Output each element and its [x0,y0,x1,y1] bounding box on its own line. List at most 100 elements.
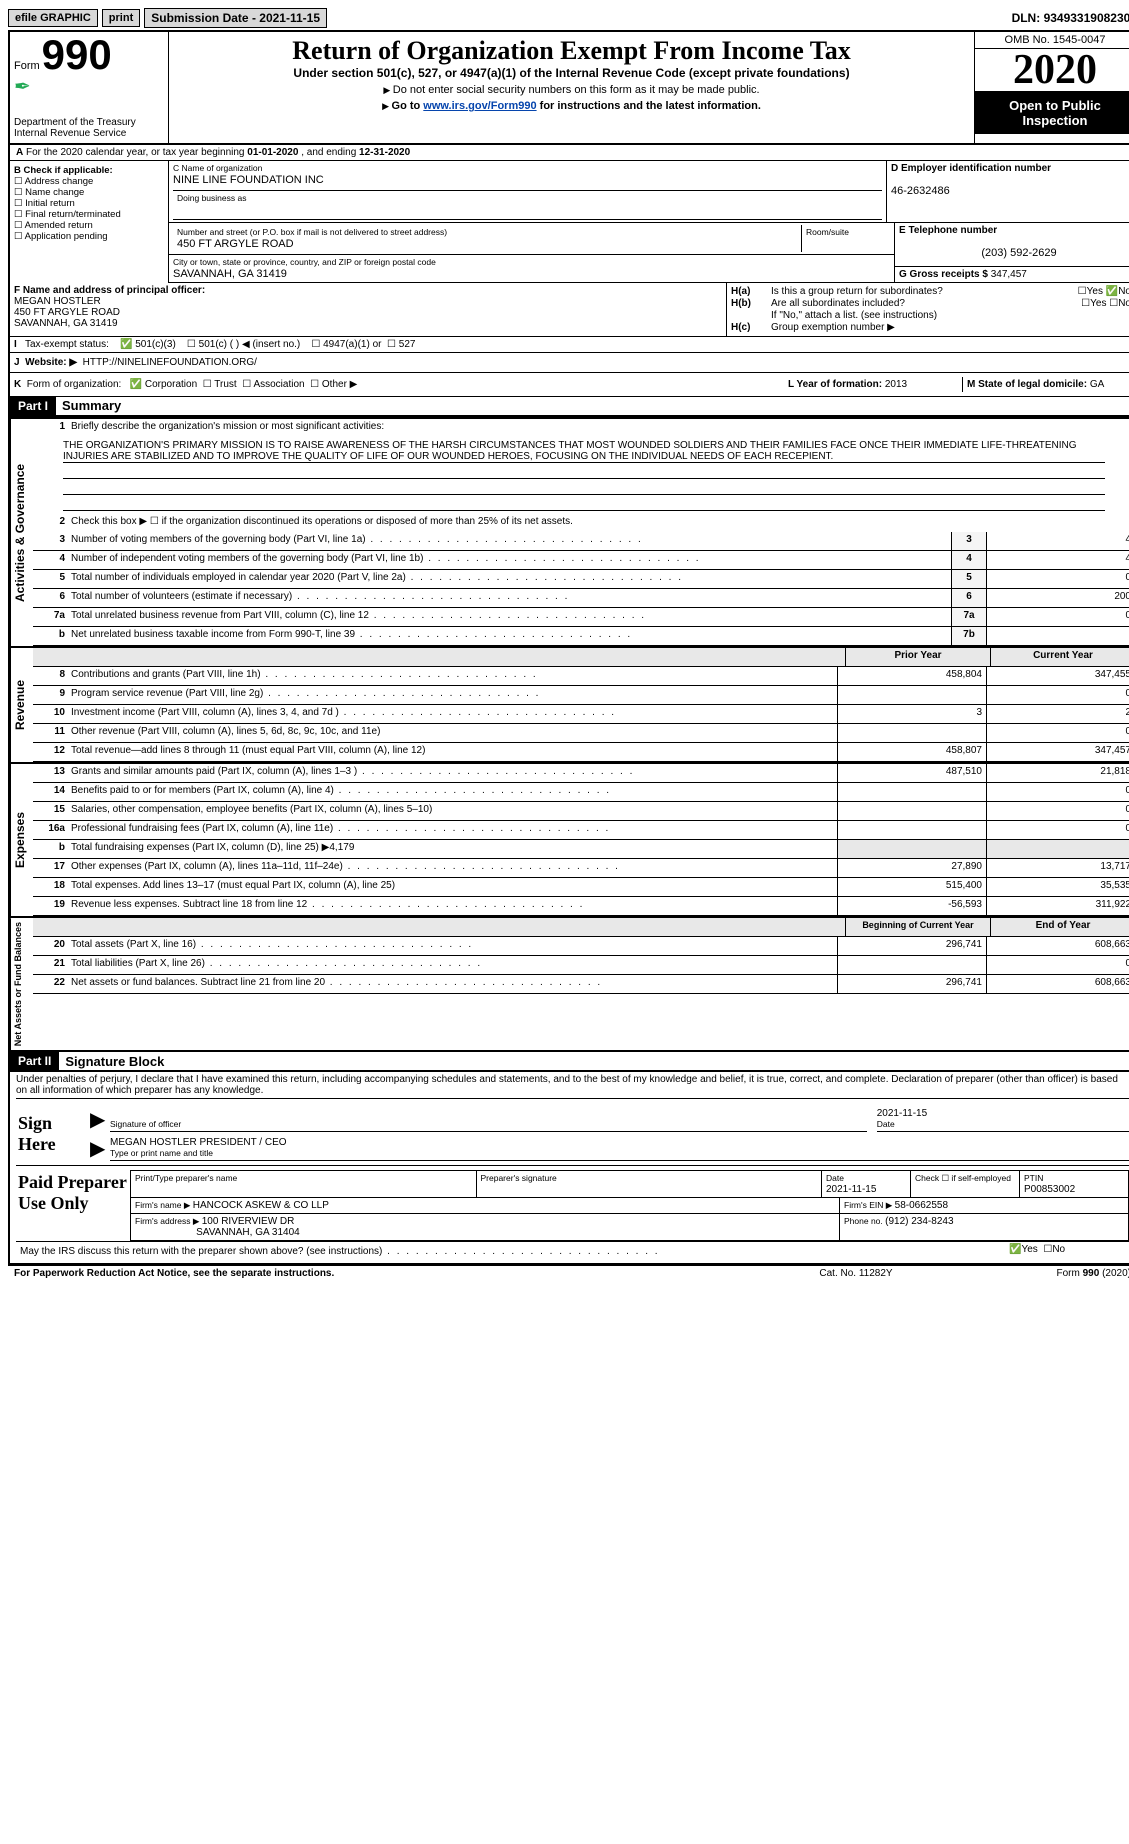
open-to-public: Open to Public Inspection [975,92,1129,134]
goto-prefix: Go to [392,100,424,112]
instruction-1: Do not enter social security numbers on … [173,84,970,96]
row-klm: K Form of organization: ✅ Corporation ☐ … [10,373,1129,397]
line-21-text: Total liabilities (Part X, line 26) [67,956,837,974]
hb-no[interactable]: No [1118,298,1129,309]
line-9-prior [837,686,986,704]
line-9-text: Program service revenue (Part VIII, line… [67,686,837,704]
line-19-text: Revenue less expenses. Subtract line 18 … [67,897,837,915]
hc-text: Group exemption number ▶ [771,322,1129,333]
ha-no[interactable]: No [1118,286,1129,297]
line-6-val: 200 [986,589,1129,607]
side-net-assets: Net Assets or Fund Balances [10,918,33,1050]
mission-text: THE ORGANIZATION'S PRIMARY MISSION IS TO… [33,437,1129,514]
period-begin: 01-01-2020 [247,147,298,158]
may-irs-yes[interactable]: Yes [1021,1244,1037,1255]
opt-other[interactable]: Other ▶ [322,379,357,390]
hdr-current-year: Current Year [990,648,1129,666]
line-9-curr: 0 [986,686,1129,704]
chk-application-pending[interactable]: Application pending [14,231,108,242]
section-revenue: Revenue Prior YearCurrent Year 8Contribu… [10,646,1129,762]
efile-graphic-button[interactable]: efile GRAPHIC [8,9,98,27]
line-22-prior: 296,741 [837,975,986,993]
sig-date: 2021-11-15 [877,1108,927,1119]
hb-yes[interactable]: Yes [1090,298,1106,309]
form-subtitle: Under section 501(c), 527, or 4947(a)(1)… [173,66,970,80]
sig-officer-label: Signature of officer [110,1119,181,1129]
sign-here-label: Sign Here [16,1103,90,1165]
line-11-text: Other revenue (Part VIII, column (A), li… [67,724,837,742]
hb-label: H(b) [731,298,771,309]
tel-label: E Telephone number [899,225,1129,236]
opt-association[interactable]: Association [253,379,304,390]
l-val: 2013 [885,379,907,390]
line-14-prior [837,783,986,801]
chk-initial-return[interactable]: Initial return [14,198,75,209]
self-emp-label[interactable]: Check ☐ if self-employed [915,1173,1011,1183]
section-bcdeg: B Check if applicable: Address change Na… [10,161,1129,283]
line-10-text: Investment income (Part VIII, column (A)… [67,705,837,723]
hb-yes-no: ☐Yes ☐No [1081,298,1129,309]
goto-suffix: for instructions and the latest informat… [537,100,761,112]
section-expenses: Expenses 13Grants and similar amounts pa… [10,762,1129,916]
col-cd: C Name of organization NINE LINE FOUNDAT… [169,161,1129,283]
submission-date-label: Submission Date - [151,11,259,25]
may-irs-no[interactable]: No [1052,1244,1065,1255]
line-12-text: Total revenue—add lines 8 through 11 (mu… [67,743,837,761]
line-18-curr: 35,535 [986,878,1129,896]
website-value: HTTP://NINELINEFOUNDATION.ORG/ [83,357,257,368]
box-h: H(a) Is this a group return for subordin… [727,283,1129,336]
instruction-2: Go to www.irs.gov/Form990 for instructio… [173,100,970,112]
line-10-curr: 2 [986,705,1129,723]
line-16a-prior [837,821,986,839]
section-fh: F Name and address of principal officer:… [10,283,1129,337]
row-j-website: J Website: ▶ HTTP://NINELINEFOUNDATION.O… [10,353,1129,373]
line-17-text: Other expenses (Part IX, column (A), lin… [67,859,837,877]
opt-trust[interactable]: Trust [214,379,236,390]
signature-section: Under penalties of perjury, I declare th… [10,1072,1129,1263]
opt-501c[interactable]: 501(c) ( ) ◀ (insert no.) [199,339,301,350]
ha-yes[interactable]: Yes [1087,286,1103,297]
ptin-label: PTIN [1024,1173,1043,1183]
hdr-prior-year: Prior Year [845,648,990,666]
period-end: 12-31-2020 [359,147,410,158]
line-12-curr: 347,457 [986,743,1129,761]
form-word: Form [14,60,40,72]
chk-final-return[interactable]: Final return/terminated [14,209,121,220]
opt-corporation[interactable]: Corporation [145,379,197,390]
org-name: NINE LINE FOUNDATION INC [173,174,324,186]
ha-label: H(a) [731,286,771,297]
box-c-name: C Name of organization NINE LINE FOUNDAT… [169,161,887,222]
chk-address-change[interactable]: Address change [14,176,93,187]
j-text: Website: ▶ [25,357,77,368]
opt-4947[interactable]: 4947(a)(1) or [323,339,381,350]
line-7a-val: 0 [986,608,1129,626]
tel-value: (203) 592-2629 [899,247,1129,259]
sig-arrow-icon-2: ▶ [90,1136,110,1161]
irs-link[interactable]: www.irs.gov/Form990 [423,100,536,112]
chk-name-change[interactable]: Name change [14,187,84,198]
line-10-prior: 3 [837,705,986,723]
part-1-header: Part I Summary [10,397,1129,417]
box-e-telephone: E Telephone number (203) 592-2629 [895,223,1129,266]
street-address: 450 FT ARGYLE ROAD [177,238,294,250]
footer-catno: Cat. No. 11282Y [781,1268,931,1279]
print-button[interactable]: print [102,9,140,27]
opt-501c3[interactable]: 501(c)(3) [135,339,176,350]
box-l: L Year of formation: 2013 [784,377,963,392]
box-m: M State of legal domicile: GA [963,377,1129,392]
m-val: GA [1090,379,1104,390]
section-activities: Activities & Governance 1Briefly describ… [10,417,1129,646]
top-bar: efile GRAPHIC print Submission Date - 20… [8,8,1129,28]
city-value: SAVANNAH, GA 31419 [173,268,287,280]
chk-amended[interactable]: Amended return [14,220,93,231]
footer-form-num: 990 [1083,1268,1100,1279]
line-16a-curr: 0 [986,821,1129,839]
k-label: K [14,379,21,390]
form-header: Form 990 ✒ Department of the Treasury In… [10,32,1129,145]
opt-527[interactable]: 527 [399,339,416,350]
row-a-text: For the 2020 calendar year, or tax year … [23,147,247,158]
header-right: OMB No. 1545-0047 2020 Open to Public In… [974,32,1129,143]
firm-name-label: Firm's name ▶ [135,1200,193,1210]
footer-form-year: (2020) [1099,1268,1129,1279]
firm-addr-label: Firm's address ▶ [135,1216,202,1226]
